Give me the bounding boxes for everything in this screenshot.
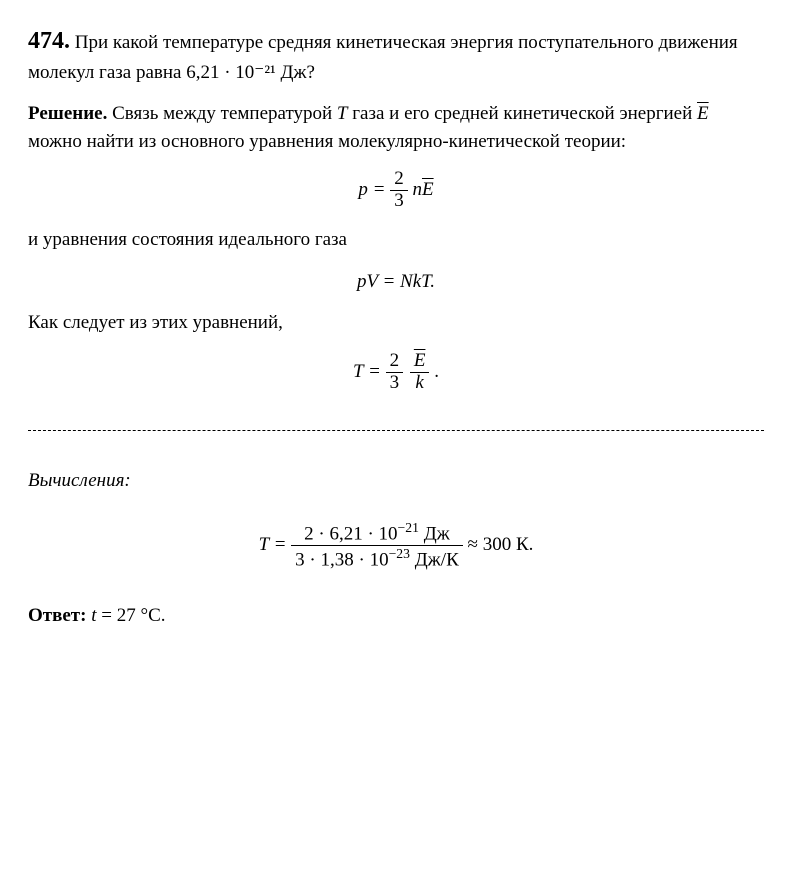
solution-intro-text: Связь между температурой T газа и его ср…: [28, 103, 709, 152]
solution-heading: Решение.: [28, 103, 107, 124]
eq3-den2: k: [410, 373, 430, 394]
calc-lhs: T =: [259, 534, 292, 555]
solution-mid2: Как следует из этих уравнений,: [28, 309, 764, 337]
answer-line: Ответ: t = 27 °C.: [28, 602, 764, 630]
solution-intro: Решение. Связь между температурой T газа…: [28, 100, 764, 155]
divider: [28, 430, 764, 431]
calc-num: 2 · 6,21 · 10−21 Дж: [291, 520, 463, 546]
problem-number: 474.: [28, 28, 70, 54]
equation-temperature: T = 2 3 E k .: [28, 351, 764, 394]
eq1-den: 3: [390, 191, 408, 212]
eq3-lhs: T =: [353, 361, 386, 382]
eq3-den1: 3: [386, 373, 404, 394]
answer-heading: Ответ:: [28, 605, 86, 626]
calc-fraction: 2 · 6,21 · 10−21 Дж 3 · 1,38 · 10−23 Дж/…: [291, 520, 463, 571]
solution-mid1: и уравнения состояния идеального газа: [28, 226, 764, 254]
eq1-right: nE: [412, 179, 433, 200]
problem-statement: 474. При какой температуре средняя кинет…: [28, 24, 764, 86]
eq3-fraction1: 2 3: [386, 351, 404, 394]
eq3-num2: E: [410, 351, 430, 373]
eq3-fraction2: E k: [410, 351, 430, 394]
eq1-fraction: 2 3: [390, 169, 408, 212]
calc-rhs: ≈ 300 К.: [468, 534, 534, 555]
calculation: T = 2 · 6,21 · 10−21 Дж 3 · 1,38 · 10−23…: [28, 520, 764, 571]
eq3-dot: .: [434, 361, 439, 382]
calc-den: 3 · 1,38 · 10−23 Дж/К: [291, 546, 463, 571]
calc-heading: Вычисления:: [28, 467, 764, 495]
eq1-lhs: p =: [358, 179, 390, 200]
problem-text: При какой температуре средняя кинетическ…: [28, 32, 738, 83]
eq3-num1: 2: [386, 351, 404, 373]
eq2-text: pV = NkT.: [357, 271, 435, 292]
answer-value: t = 27 °C.: [91, 605, 165, 626]
eq1-num: 2: [390, 169, 408, 191]
equation-state: pV = NkT.: [28, 268, 764, 296]
equation-pressure: p = 2 3 nE: [28, 169, 764, 212]
